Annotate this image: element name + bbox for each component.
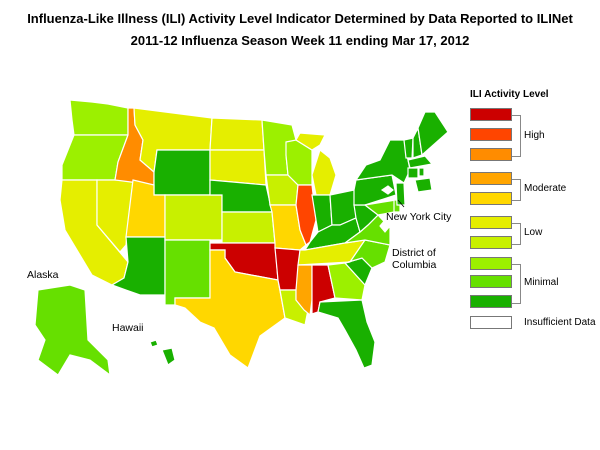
legend-swatch-2	[470, 275, 512, 288]
state-KS	[221, 211, 276, 244]
legend-swatch-3	[470, 257, 512, 270]
legend-swatch-10	[470, 108, 512, 121]
label-alaska: Alaska	[27, 269, 59, 281]
state-WA	[69, 99, 129, 136]
state-VT	[403, 137, 414, 159]
state-HI-2	[149, 339, 159, 348]
state-DC	[379, 219, 391, 233]
legend-brace-high	[512, 115, 521, 157]
label-dc-2: Columbia	[392, 259, 437, 271]
legend-title: ILI Activity Level	[470, 89, 549, 100]
state-MA-inset	[414, 177, 433, 193]
legend-swatch-6	[470, 192, 512, 205]
state-AK	[34, 284, 111, 377]
legend-brace-minimal	[512, 264, 521, 304]
state-GA	[327, 262, 366, 301]
legend-label-moderate: Moderate	[524, 183, 567, 194]
legend-label-insufficient: Insufficient Data	[524, 317, 596, 328]
legend-swatch-7	[470, 172, 512, 185]
state-WY	[153, 149, 211, 196]
legend-swatch-1	[470, 295, 512, 308]
nyc-leader	[397, 199, 405, 208]
legend-label-minimal: Minimal	[524, 277, 559, 288]
state-TX	[174, 249, 286, 369]
state-RI	[418, 167, 425, 177]
label-hawaii: Hawaii	[112, 322, 144, 334]
legend-brace-low	[512, 223, 521, 245]
legend-swatch-8	[470, 148, 512, 161]
state-NJ	[395, 182, 406, 206]
legend-swatch-5	[470, 216, 512, 229]
map-subtitle: 2011-12 Influenza Season Week 11 ending …	[130, 33, 470, 48]
state-NYC	[380, 185, 394, 195]
legend-label-low: Low	[524, 227, 543, 238]
legend-swatch-9	[470, 128, 512, 141]
state-FL	[317, 299, 376, 369]
legend-label-high: High	[524, 130, 545, 141]
state-CT	[407, 167, 419, 179]
state-NY	[354, 139, 411, 184]
state-NM	[164, 239, 211, 306]
legend-swatch-0	[470, 316, 512, 329]
state-IL	[295, 184, 317, 246]
state-SD	[209, 149, 267, 186]
state-MA	[407, 155, 434, 169]
legend-swatch-4	[470, 236, 512, 249]
state-ND	[209, 117, 265, 151]
state-MI-lower	[311, 148, 337, 196]
state-HI	[161, 347, 176, 366]
label-dc-1: District of	[392, 247, 436, 259]
state-ME	[417, 111, 449, 157]
map-title: Influenza-Like Illness (ILI) Activity Le…	[27, 11, 573, 26]
state-CO	[164, 194, 223, 241]
legend-brace-moderate	[512, 179, 521, 201]
state-MI	[295, 132, 326, 151]
label-nyc: New York City	[386, 211, 452, 223]
